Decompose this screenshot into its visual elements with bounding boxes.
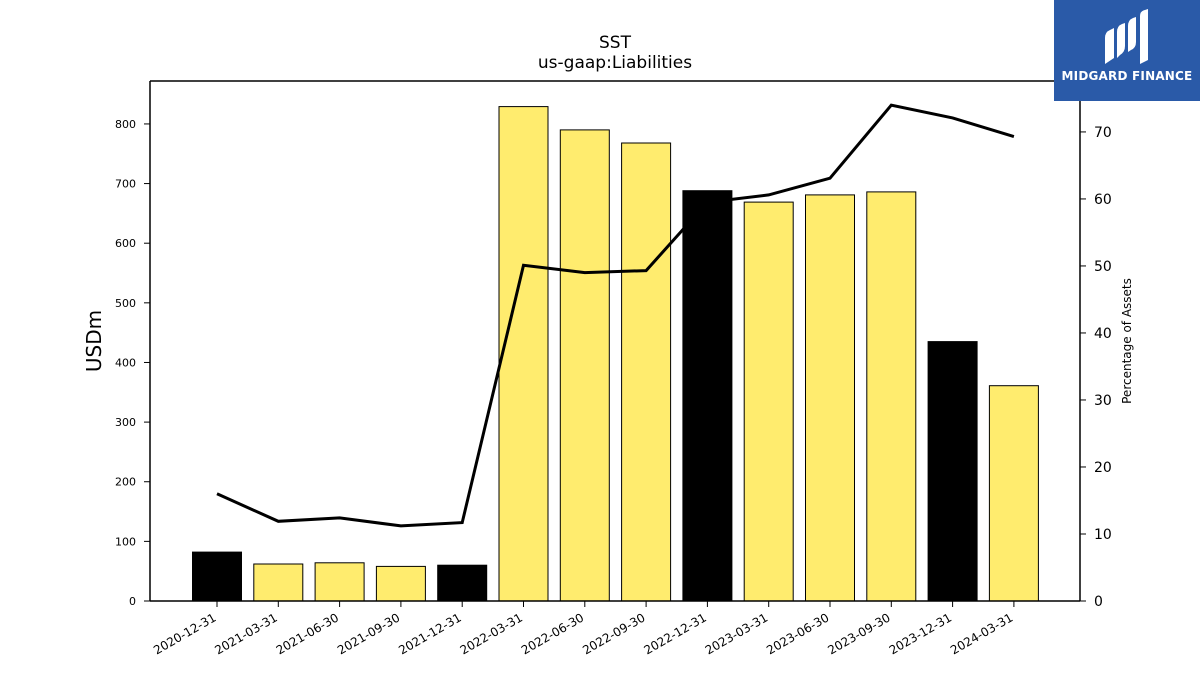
plot-area: 0 100 200 300 400 500 600 700 800 0 10 20 30 40 50 60 70… — [115, 80, 1112, 657]
x-tick-label: 2023-03-31 — [703, 610, 770, 657]
bar — [192, 551, 242, 602]
logo-text: MIDGARD FINANCE — [1061, 69, 1193, 83]
bar — [682, 190, 733, 602]
bar — [866, 191, 917, 602]
bar — [988, 385, 1039, 602]
y2-tick-label: 50 — [1094, 259, 1112, 275]
y2-tick-label: 10 — [1094, 527, 1112, 543]
y-axis-label: USDm — [82, 310, 106, 372]
bar — [314, 562, 365, 602]
y2-axis-label: Percentage of Assets — [1120, 278, 1134, 404]
logo-icon — [1105, 9, 1148, 64]
bar — [927, 341, 978, 602]
x-tick-label: 2020-12-31 — [151, 610, 218, 657]
y-tick-label: 100 — [115, 535, 136, 548]
y-tick-label: 200 — [115, 476, 136, 489]
bar — [559, 129, 610, 602]
y2-tick-label: 70 — [1094, 125, 1112, 141]
y2-tick-label: 60 — [1094, 192, 1112, 208]
bar — [437, 564, 488, 602]
y2-tick-label: 40 — [1094, 326, 1112, 342]
y2-tick-label: 0 — [1094, 594, 1103, 610]
bar — [621, 142, 672, 602]
x-tick-label: 2023-09-30 — [825, 610, 892, 657]
bar — [743, 201, 794, 602]
y-tick-label: 600 — [115, 237, 136, 250]
x-tick-label: 2021-06-30 — [274, 610, 341, 657]
x-tick-label: 2022-03-31 — [458, 610, 525, 657]
y2-tick-label: 20 — [1094, 460, 1112, 476]
chart-title: SST — [599, 33, 632, 53]
bar — [253, 563, 304, 602]
x-tick-label: 2024-03-31 — [948, 610, 1015, 657]
y-tick-label: 300 — [115, 416, 136, 429]
y-tick-label: 500 — [115, 297, 136, 310]
x-tick-label: 2023-06-30 — [764, 610, 831, 657]
bar — [498, 106, 549, 602]
x-tick-label: 2022-06-30 — [519, 610, 586, 657]
line-series — [216, 103, 1015, 528]
x-tick-label: 2023-12-31 — [887, 610, 954, 657]
y2-tick-label: 30 — [1094, 393, 1112, 409]
x-tick-label: 2021-12-31 — [396, 610, 463, 657]
bar — [375, 565, 426, 602]
x-tick-label: 2021-03-31 — [212, 610, 279, 657]
y-tick-label: 800 — [115, 118, 136, 131]
y-tick-label: 400 — [115, 356, 136, 369]
x-tick-label: 2022-09-30 — [580, 610, 647, 657]
x-tick-label: 2022-12-31 — [641, 610, 708, 657]
brand-logo: MIDGARD FINANCE — [1054, 0, 1200, 101]
x-tick-label: 2021-09-30 — [335, 610, 402, 657]
bar — [805, 194, 855, 602]
y-tick-label: 0 — [129, 595, 136, 608]
chart-subtitle: us-gaap:Liabilities — [538, 53, 692, 73]
y-tick-label: 700 — [115, 178, 136, 191]
